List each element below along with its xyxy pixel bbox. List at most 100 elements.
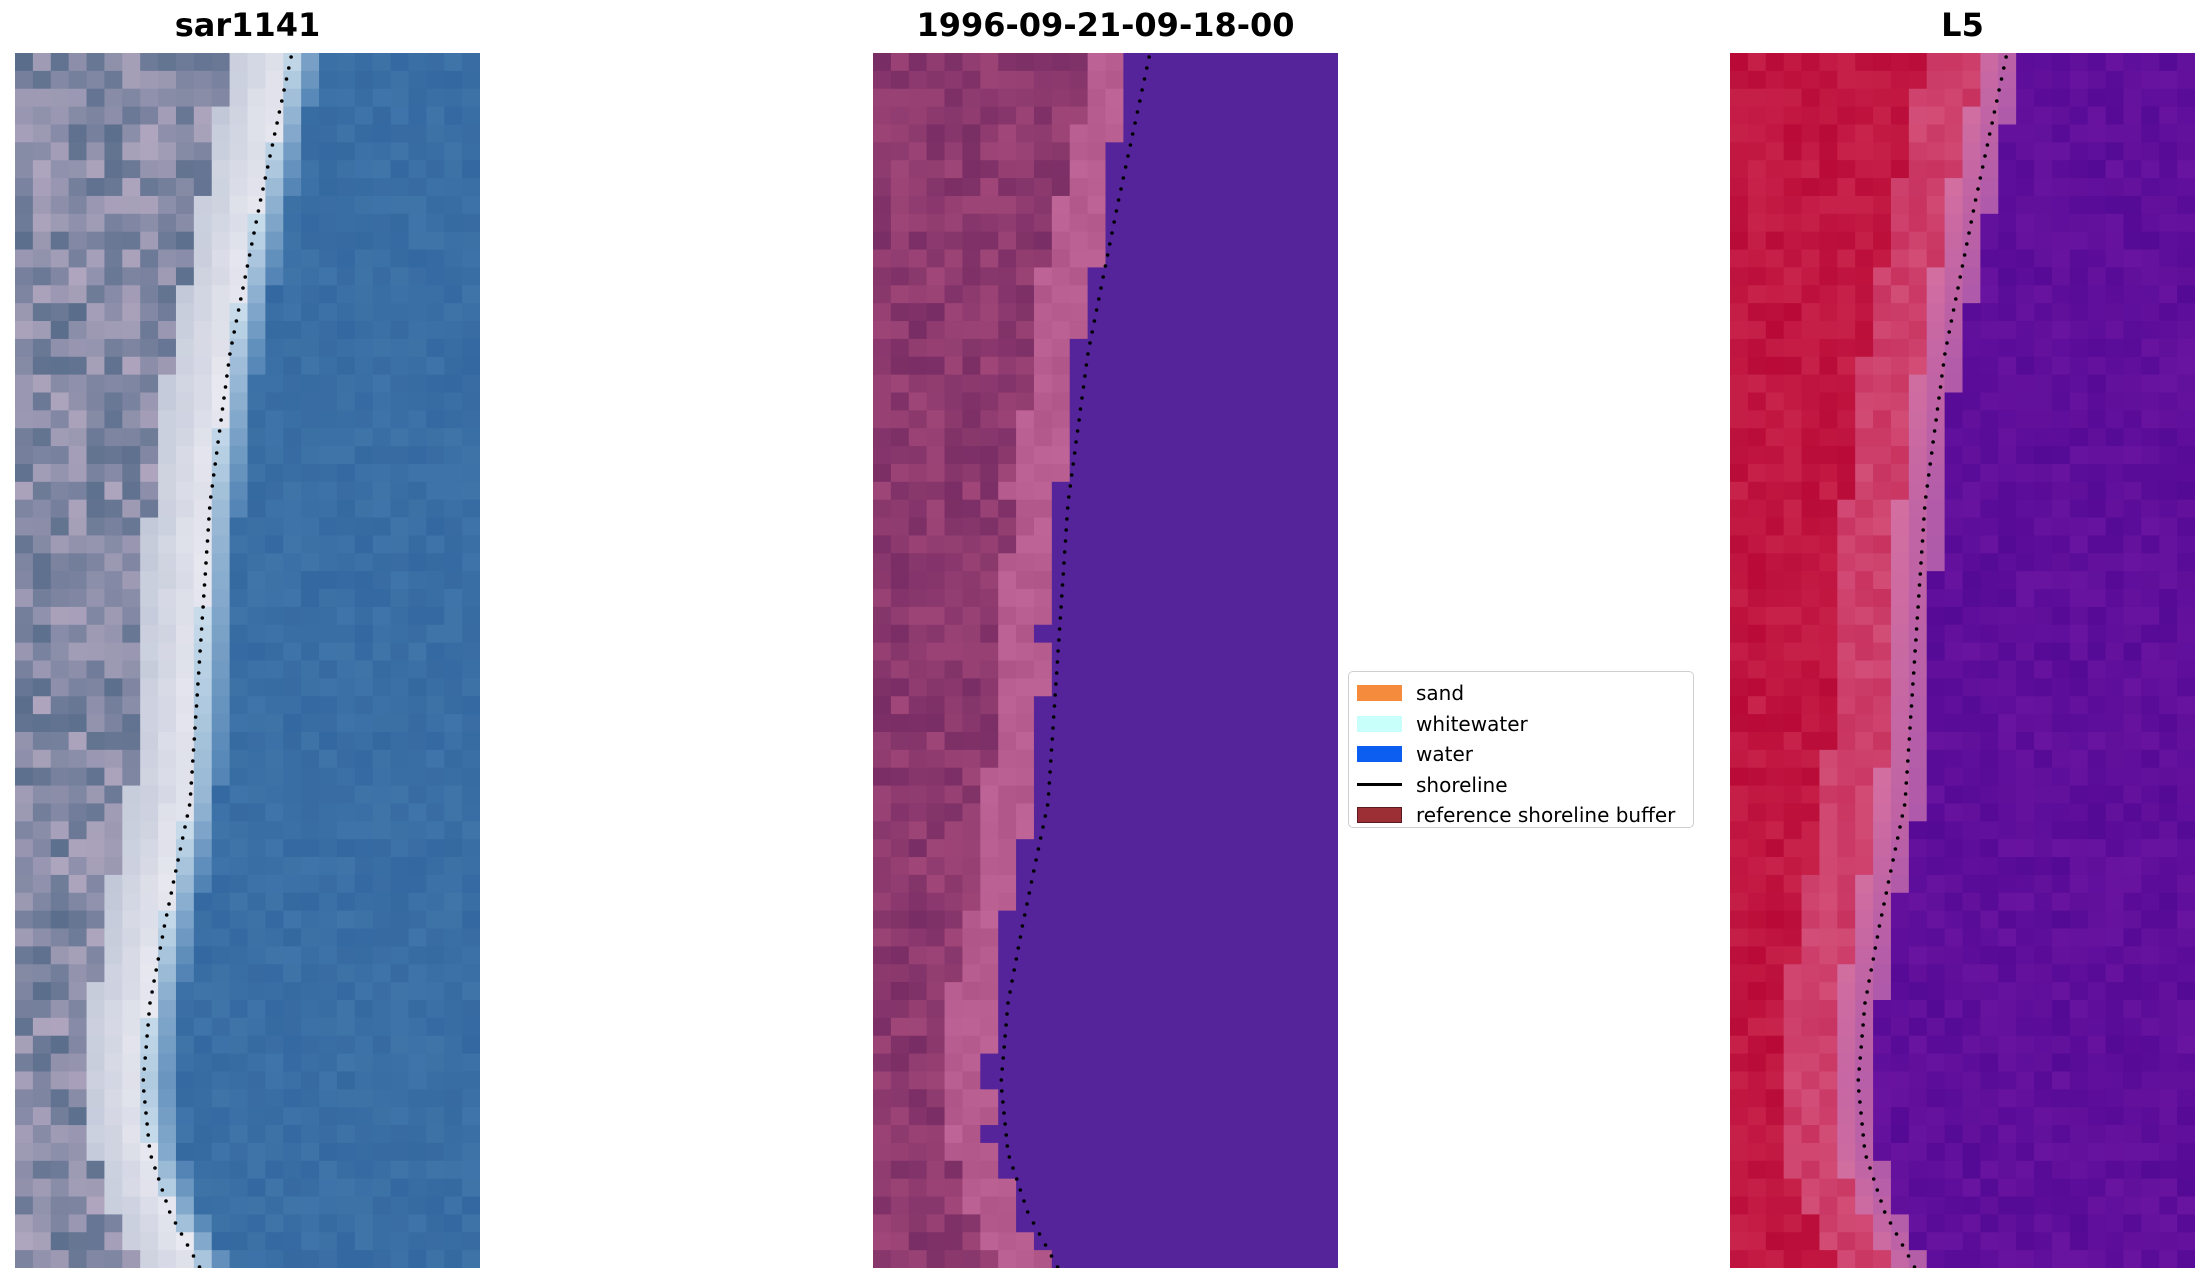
image-pixel [247,589,266,608]
image-pixel [193,446,213,465]
image-pixel [980,803,999,822]
image-pixel [1908,106,1928,126]
image-pixel [2051,660,2071,679]
image-pixel [1747,571,1767,590]
image-pixel [283,928,302,947]
image-pixel [265,964,284,983]
image-pixel [1051,303,1071,322]
image-pixel [140,606,159,626]
image-pixel [462,88,480,108]
image-pixel [908,1125,928,1144]
image-pixel [301,1160,320,1180]
image-pixel [390,1178,410,1198]
image-pixel [962,463,981,483]
image-pixel [1105,821,1124,840]
image-pixel [283,1035,302,1055]
image-pixel [1837,446,1856,465]
image-pixel [319,874,338,894]
image-pixel [32,53,52,72]
image-pixel [140,195,159,215]
image-pixel [2123,338,2142,358]
image-pixel [1873,321,1892,340]
shoreline-dot [1003,1122,1007,1126]
image-pixel [390,606,410,626]
image-pixel [1212,1160,1232,1180]
image-pixel [998,553,1017,572]
image-pixel [2016,213,2035,233]
image-pixel [2123,142,2142,161]
image-pixel [372,213,392,233]
image-pixel [372,589,392,608]
image-pixel [68,1071,88,1090]
image-pixel [372,999,392,1019]
image-pixel [354,249,374,269]
image-pixel [462,285,480,304]
image-pixel [140,857,159,876]
image-pixel [247,374,266,394]
image-pixel [1302,1178,1321,1198]
image-pixel [229,463,249,483]
image-pixel [229,571,249,590]
image-pixel [1266,535,1285,554]
image-pixel [301,910,320,930]
image-pixel [229,1125,249,1144]
image-pixel [1141,195,1160,215]
image-pixel [211,338,231,358]
image-pixel [1747,446,1767,465]
image-pixel [1194,374,1214,394]
image-pixel [944,517,964,537]
image-pixel [426,678,445,697]
image-pixel [2177,499,2195,519]
image-pixel [890,88,910,108]
image-pixel [68,1160,88,1180]
image-pixel [2177,410,2195,429]
image-pixel [890,892,910,912]
image-pixel [1069,446,1089,465]
image-pixel [1087,499,1107,519]
image-pixel [1890,785,1910,805]
image-pixel [2016,356,2035,376]
image-pixel [2141,785,2160,805]
image-pixel [2105,463,2125,483]
image-pixel [301,928,320,947]
image-pixel [1033,589,1053,608]
image-pixel [140,124,159,143]
image-pixel [104,124,123,143]
image-pixel [1105,1035,1124,1055]
image-pixel [2016,142,2035,161]
image-pixel [265,1232,284,1251]
image-pixel [1730,731,1749,751]
image-pixel [104,571,123,590]
image-pixel [158,1089,177,1108]
image-pixel [408,553,427,572]
image-pixel [140,249,159,269]
image-pixel [301,606,320,626]
image-pixel [462,178,480,197]
image-pixel [390,1196,410,1215]
image-pixel [1033,749,1053,769]
image-pixel [1105,338,1124,358]
image-pixel [319,321,338,340]
image-pixel [1105,481,1124,501]
image-pixel [354,1214,374,1233]
image-pixel [354,999,374,1019]
image-pixel [1765,803,1785,822]
image-pixel [122,642,141,662]
image-pixel [283,678,302,697]
image-pixel [1747,249,1767,269]
image-pixel [1105,964,1124,983]
image-pixel [1837,606,1856,626]
image-pixel [390,857,410,876]
shoreline-dot [1018,935,1023,939]
image-pixel [1069,481,1089,501]
shoreline-dot [1010,979,1014,983]
shoreline-dot [265,165,270,169]
image-pixel [1087,1232,1107,1251]
image-pixel [158,1017,177,1037]
image-pixel [2051,749,2071,769]
image-pixel [229,160,249,179]
image-pixel [926,1142,946,1162]
image-pixel [1051,428,1071,447]
image-pixel [980,785,999,805]
image-pixel [140,321,159,340]
